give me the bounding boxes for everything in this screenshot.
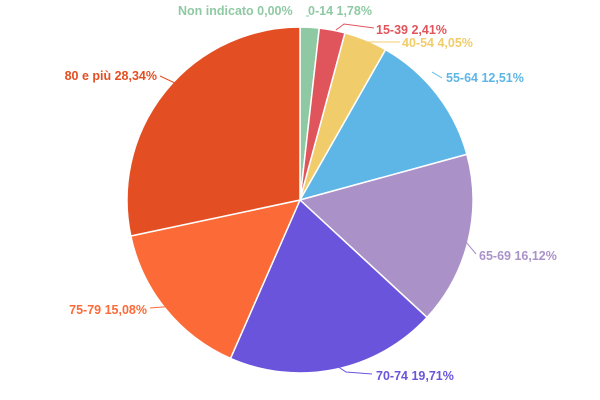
pie-slices: [126, 26, 474, 374]
slice-label-40-54: 40-54 4,05%: [402, 36, 473, 50]
pie-slice-55-64: [298, 48, 468, 202]
slice-labels: Non indicato 0,00% 0-14 1,78% 15-39 2,41%4…: [65, 4, 557, 383]
leader-line-15-39: [335, 23, 375, 31]
leader-line-80-e-pi: [159, 75, 195, 93]
slice-label-non-indicato: Non indicato 0,00%: [178, 4, 293, 18]
leader-lines: [149, 15, 477, 375]
slice-label-0-14: 0-14 1,78%: [308, 4, 372, 18]
pie-slice-80-e-pi: [126, 26, 301, 237]
slice-label-75-79: 75-79 15,08%: [69, 303, 147, 317]
pie-slice-75-79: [129, 198, 302, 360]
leader-line-65-69: [465, 241, 477, 255]
pie-slice-70-74: [229, 198, 429, 374]
slice-label-80-e-pi: 80 e più 28,34%: [65, 69, 157, 83]
leader-line-55-64: [431, 71, 443, 79]
slice-label-65-69: 65-69 16,12%: [479, 249, 557, 263]
leader-line-75-79: [149, 305, 177, 309]
pie-slice-65-69: [298, 153, 474, 319]
slice-label-15-39: 15-39 2,41%: [376, 23, 447, 37]
leader-line-70-74: [321, 355, 373, 375]
slice-label-70-74: 70-74 19,71%: [376, 369, 454, 383]
slice-label-55-64: 55-64 12,51%: [446, 71, 524, 85]
